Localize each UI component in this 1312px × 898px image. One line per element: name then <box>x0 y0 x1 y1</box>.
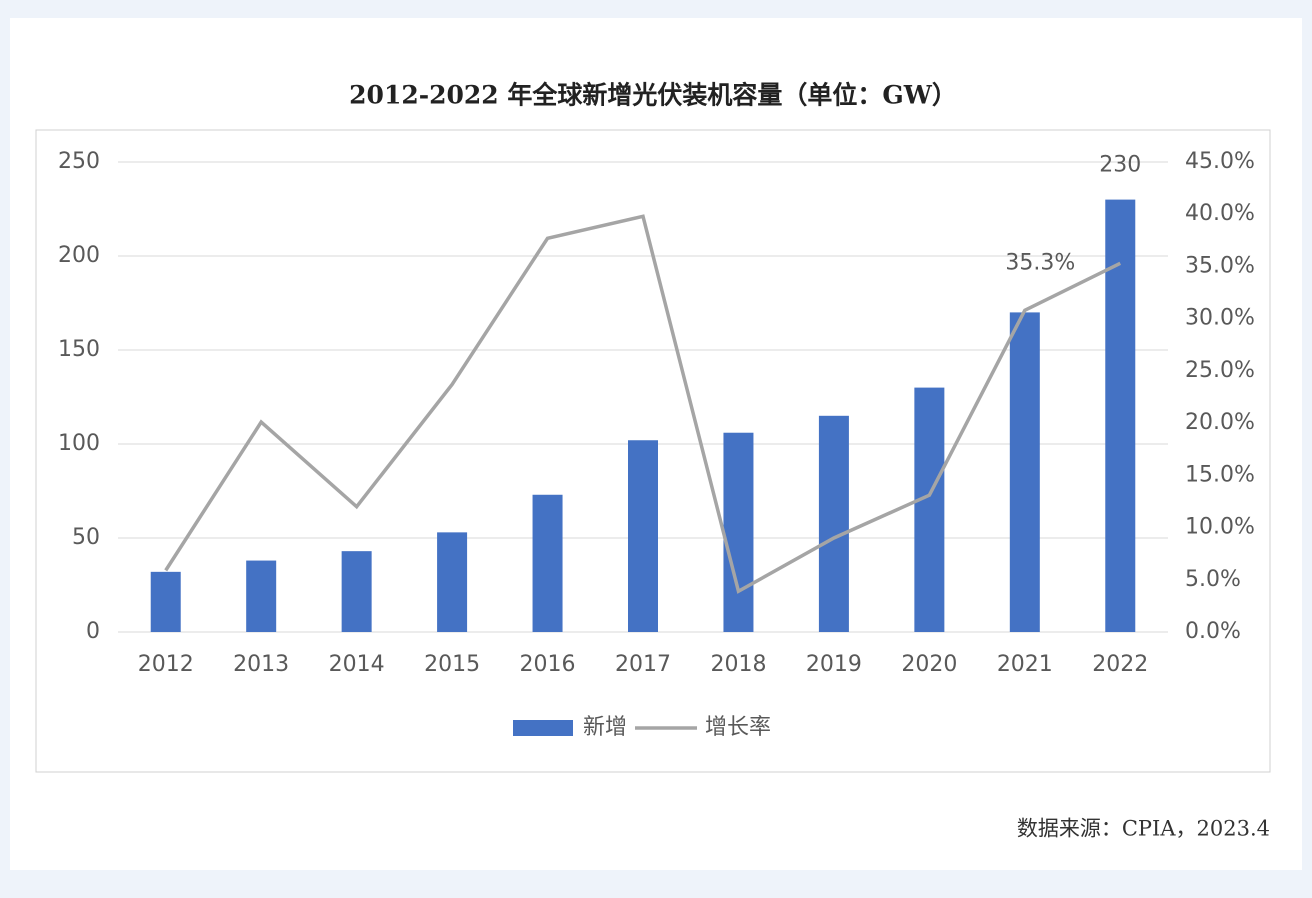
y-tick-label: 0 <box>86 619 100 644</box>
x-tick-label: 2017 <box>615 652 671 677</box>
legend-label: 增长率 <box>705 715 771 740</box>
y-tick-label: 50 <box>72 525 100 550</box>
y-tick-label: 250 <box>58 149 100 174</box>
x-tick-label: 2012 <box>138 652 194 677</box>
y2-tick-label: 20.0% <box>1185 410 1255 435</box>
bar <box>914 387 945 632</box>
x-tick-label: 2014 <box>329 652 385 677</box>
y-tick-label: 100 <box>58 431 100 456</box>
legend-swatch <box>513 720 573 736</box>
y2-tick-label: 10.0% <box>1185 515 1255 540</box>
bar <box>532 494 563 632</box>
y2-tick-label: 45.0% <box>1185 149 1255 174</box>
y2-tick-label: 35.0% <box>1185 253 1255 278</box>
x-tick-label: 2013 <box>233 652 289 677</box>
chart-title: 2012-2022 年全球新增光伏装机容量（单位：GW） <box>349 81 957 110</box>
y2-tick-label: 30.0% <box>1185 306 1255 331</box>
chart-frame <box>35 129 1271 773</box>
bar <box>150 571 181 632</box>
x-tick-label: 2022 <box>1092 652 1148 677</box>
x-tick-label: 2021 <box>997 652 1053 677</box>
bar <box>437 532 468 632</box>
source-note: 数据来源：CPIA，2023.4 <box>1017 817 1270 841</box>
data-label: 230 <box>1099 153 1141 178</box>
bar <box>341 551 372 632</box>
bar <box>1009 312 1040 632</box>
x-tick-label: 2016 <box>520 652 576 677</box>
x-tick-label: 2019 <box>806 652 862 677</box>
bar <box>818 415 849 632</box>
data-label: 35.3% <box>1005 250 1075 275</box>
growth-line <box>164 214 1122 594</box>
bar <box>1105 199 1136 632</box>
legend-label: 新增 <box>583 715 627 740</box>
y-tick-label: 150 <box>58 337 100 362</box>
y2-tick-label: 0.0% <box>1185 619 1241 644</box>
x-tick-label: 2018 <box>710 652 766 677</box>
y2-tick-label: 5.0% <box>1185 567 1241 592</box>
x-tick-label: 2015 <box>424 652 480 677</box>
y2-tick-label: 40.0% <box>1185 201 1255 226</box>
x-tick-label: 2020 <box>901 652 957 677</box>
y2-tick-label: 25.0% <box>1185 358 1255 383</box>
bar <box>246 560 277 632</box>
y-tick-label: 200 <box>58 243 100 268</box>
bar <box>723 432 754 632</box>
bar <box>628 440 658 632</box>
y2-tick-label: 15.0% <box>1185 462 1255 487</box>
